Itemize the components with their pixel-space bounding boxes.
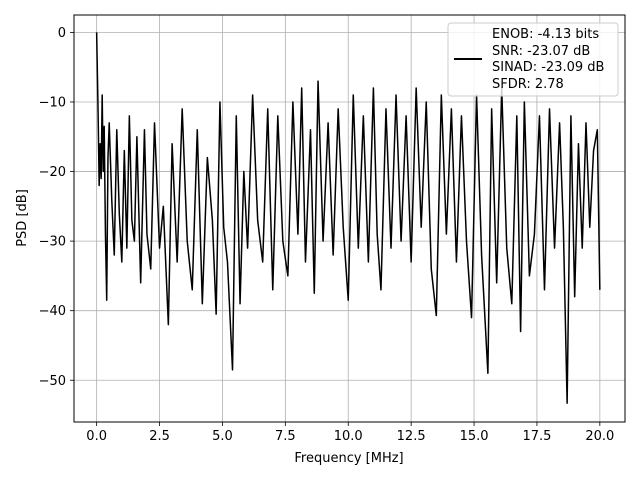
x-tick-label: 17.5 [522,429,551,444]
x-tick-label: 7.5 [275,429,296,444]
y-axis-label: PSD [dB] [15,189,30,247]
x-axis-label: Frequency [MHz] [294,451,403,466]
x-tick-label: 20.0 [585,429,614,444]
y-tick-label: 0 [58,26,66,41]
y-tick-label: −40 [39,304,66,319]
legend: ENOB: -4.13 bits SNR: -23.07 dB SINAD: -… [447,22,619,97]
series-layer [95,32,601,404]
x-tick-label: 2.5 [149,429,170,444]
x-tick-label: 5.0 [212,429,233,444]
legend-line-sinad: SINAD: -23.09 dB [492,60,604,75]
x-tick-label: 10.0 [334,429,363,444]
plot-frame [73,14,626,423]
x-tick-label: 15.0 [460,429,489,444]
y-tick-label: −20 [39,165,66,180]
x-tick-label: 12.5 [397,429,426,444]
legend-box [447,22,619,97]
x-tick-label: 0.0 [86,429,107,444]
axis-ticks: 0.0 2.5 5.0 7.5 10.0 12.5 15.0 17.5 20.0 0 −10 −20 −… [39,26,615,444]
legend-line-snr: SNR: -23.07 dB [492,44,590,59]
y-tick-label: −30 [39,235,66,250]
y-tick-label: −10 [39,95,66,110]
legend-line-sfdr: SFDR: 2.78 [492,77,564,92]
psd-series-line [95,32,601,404]
y-tick-label: −50 [39,374,66,389]
legend-line-enob: ENOB: -4.13 bits [492,27,599,42]
